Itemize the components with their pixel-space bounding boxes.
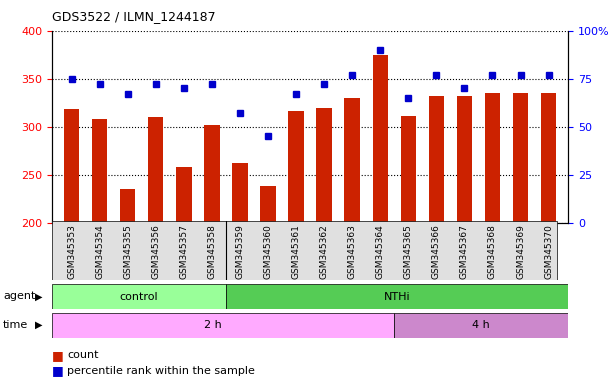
Bar (513, 93, 529, 384)
Text: 4 h: 4 h (472, 320, 490, 331)
Bar (176, 167, 191, 384)
Bar (64, 109, 79, 384)
Text: GSM345362: GSM345362 (320, 224, 329, 278)
Text: GSM345369: GSM345369 (516, 224, 525, 279)
Text: GSM345361: GSM345361 (291, 224, 301, 279)
Bar (120, 189, 136, 384)
Text: GSM345360: GSM345360 (263, 224, 273, 279)
Bar (92, 119, 108, 384)
Text: GSM345364: GSM345364 (376, 224, 385, 278)
Text: GSM345359: GSM345359 (235, 224, 244, 279)
Text: 2 h: 2 h (205, 320, 222, 331)
FancyBboxPatch shape (394, 313, 568, 338)
Bar (429, 96, 444, 384)
Bar (373, 55, 388, 384)
Bar (232, 163, 247, 384)
Bar (485, 93, 500, 384)
Bar (541, 93, 556, 384)
Text: time: time (3, 320, 28, 330)
FancyBboxPatch shape (52, 284, 226, 309)
Text: GSM345368: GSM345368 (488, 224, 497, 279)
Text: ■: ■ (52, 364, 64, 377)
Bar (401, 116, 416, 384)
Text: ▶: ▶ (35, 291, 43, 301)
Text: percentile rank within the sample: percentile rank within the sample (67, 366, 255, 376)
Bar (345, 98, 360, 384)
Text: GSM345370: GSM345370 (544, 224, 553, 279)
Text: GSM345367: GSM345367 (460, 224, 469, 279)
Text: control: control (120, 291, 158, 302)
Bar (204, 125, 219, 384)
Text: count: count (67, 350, 99, 360)
Bar (148, 117, 164, 384)
Text: GSM345356: GSM345356 (152, 224, 160, 279)
Text: GDS3522 / ILMN_1244187: GDS3522 / ILMN_1244187 (52, 10, 216, 23)
Bar (260, 186, 276, 384)
Text: GSM345366: GSM345366 (432, 224, 441, 279)
Text: GSM345353: GSM345353 (67, 224, 76, 279)
Text: NTHi: NTHi (384, 291, 411, 302)
Text: GSM345354: GSM345354 (95, 224, 104, 278)
Bar (288, 111, 304, 384)
Text: GSM345358: GSM345358 (207, 224, 216, 279)
Text: GSM345355: GSM345355 (123, 224, 132, 279)
FancyBboxPatch shape (226, 284, 568, 309)
Bar (456, 96, 472, 384)
FancyBboxPatch shape (52, 313, 394, 338)
Text: ▶: ▶ (35, 320, 43, 330)
Text: GSM345357: GSM345357 (179, 224, 188, 279)
Text: agent: agent (3, 291, 35, 301)
FancyBboxPatch shape (52, 221, 557, 280)
Text: ■: ■ (52, 349, 64, 362)
Text: GSM345365: GSM345365 (404, 224, 413, 279)
Text: GSM345363: GSM345363 (348, 224, 357, 279)
Bar (316, 108, 332, 384)
